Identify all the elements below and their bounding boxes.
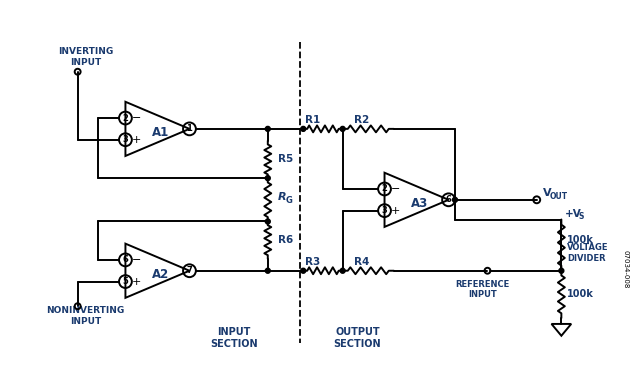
Text: 2: 2: [122, 114, 129, 123]
Text: 5: 5: [122, 277, 129, 286]
Text: R4: R4: [355, 257, 370, 267]
Text: +: +: [132, 135, 141, 145]
Text: −: −: [132, 255, 141, 265]
Circle shape: [266, 176, 270, 181]
Text: 100k: 100k: [567, 289, 594, 299]
Text: 7: 7: [187, 266, 193, 275]
Text: +V: +V: [565, 209, 582, 218]
Text: NONINVERTING
INPUT: NONINVERTING INPUT: [47, 306, 125, 326]
Text: 6: 6: [445, 195, 451, 204]
Text: REFERENCE
INPUT: REFERENCE INPUT: [456, 280, 509, 299]
Text: −: −: [132, 113, 141, 123]
Text: 3: 3: [122, 135, 128, 144]
Text: −: −: [390, 184, 400, 194]
Text: INPUT
SECTION: INPUT SECTION: [211, 327, 258, 349]
Text: R2: R2: [355, 115, 370, 125]
Circle shape: [340, 268, 345, 273]
Circle shape: [452, 197, 458, 202]
Text: A1: A1: [152, 126, 169, 140]
Text: 07034-008: 07034-008: [622, 249, 628, 288]
Text: VOLTAGE
DIVIDER: VOLTAGE DIVIDER: [567, 243, 609, 263]
Circle shape: [266, 219, 270, 224]
Text: 2: 2: [381, 184, 387, 193]
Text: A3: A3: [411, 197, 428, 210]
Text: 100k: 100k: [567, 235, 594, 245]
Circle shape: [340, 126, 345, 131]
Text: 3: 3: [381, 206, 387, 215]
Text: R6: R6: [278, 235, 293, 245]
Text: V: V: [543, 188, 551, 198]
Circle shape: [301, 126, 306, 131]
Circle shape: [266, 268, 270, 273]
Text: +: +: [390, 206, 400, 216]
Text: OUTPUT
SECTION: OUTPUT SECTION: [333, 327, 381, 349]
Text: INVERTING
INPUT: INVERTING INPUT: [58, 47, 113, 67]
Circle shape: [266, 126, 270, 131]
Text: 1: 1: [186, 125, 193, 134]
Text: A2: A2: [152, 268, 169, 281]
Text: R5: R5: [278, 154, 293, 165]
Text: G: G: [285, 196, 292, 205]
Text: R: R: [278, 192, 286, 202]
Circle shape: [559, 268, 564, 273]
Text: OUT: OUT: [550, 192, 568, 201]
Circle shape: [301, 268, 306, 273]
Text: S: S: [578, 212, 584, 221]
Text: +: +: [132, 277, 141, 286]
Text: 6: 6: [122, 255, 129, 264]
Text: R1: R1: [305, 115, 321, 125]
Text: R3: R3: [305, 257, 321, 267]
